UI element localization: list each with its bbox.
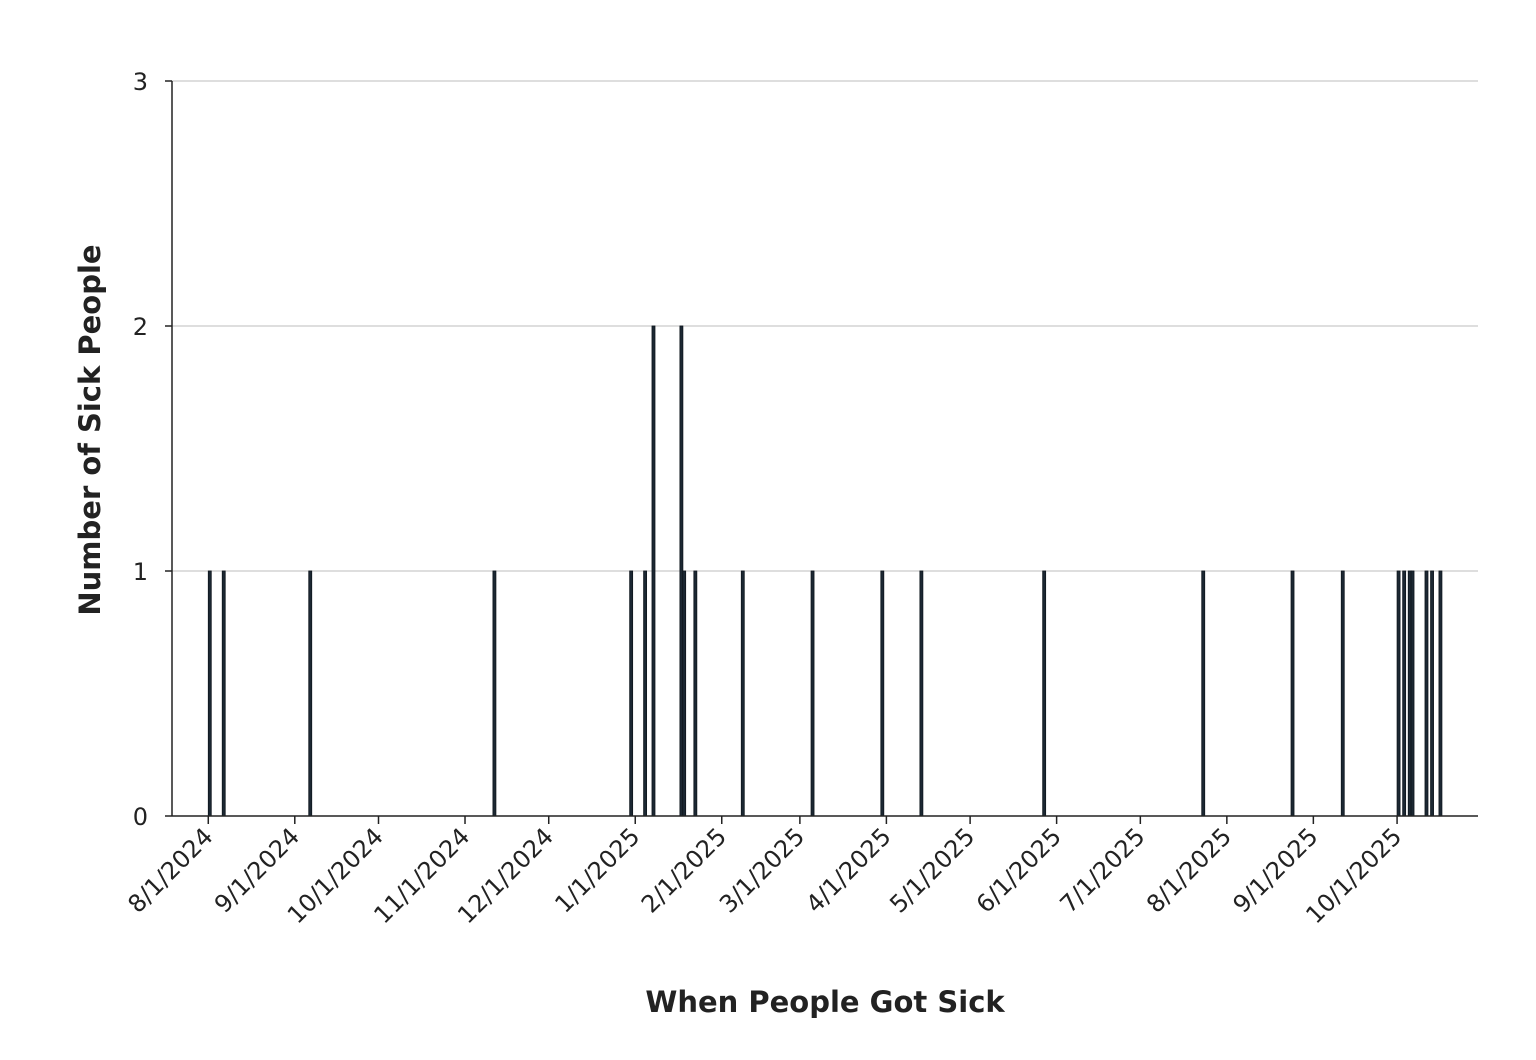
bar	[1430, 570, 1434, 817]
x-tick-label: 8/1/2025	[1141, 822, 1237, 918]
x-tick-label: 8/1/2024	[122, 822, 218, 918]
bar	[308, 570, 313, 817]
bar	[1396, 570, 1401, 817]
bar	[629, 570, 634, 817]
y-tick-label: 3	[133, 68, 148, 96]
bar	[492, 570, 497, 817]
bar	[1424, 570, 1429, 817]
x-tick-label: 1/1/2025	[549, 822, 645, 918]
y-tick-label: 1	[133, 558, 148, 586]
bar	[740, 570, 745, 817]
bar	[682, 570, 687, 817]
x-tick-label: 4/1/2025	[801, 822, 897, 918]
bar	[651, 325, 656, 817]
x-tick-label: 7/1/2025	[1055, 822, 1151, 918]
bar	[1290, 570, 1295, 817]
bar	[1201, 570, 1206, 817]
x-tick-label: 3/1/2025	[714, 822, 810, 918]
bar	[1438, 570, 1443, 817]
bar	[1402, 570, 1407, 817]
bar	[810, 570, 815, 817]
y-tick-label: 2	[133, 313, 148, 341]
y-axis-title: Number of Sick People	[73, 244, 107, 615]
x-axis-title: When People Got Sick	[645, 985, 1005, 1019]
bar	[221, 570, 226, 817]
bar	[1042, 570, 1047, 817]
bar	[693, 570, 698, 817]
bar	[919, 570, 924, 817]
bar	[1340, 570, 1345, 817]
x-tick-label: 6/1/2025	[971, 822, 1067, 918]
bar	[207, 570, 212, 817]
x-tick-label: 2/1/2025	[636, 822, 732, 918]
bar	[880, 570, 885, 817]
bar	[1410, 570, 1415, 817]
x-tick-label: 5/1/2025	[884, 822, 980, 918]
bar	[643, 570, 648, 817]
y-tick-label: 0	[133, 803, 148, 831]
